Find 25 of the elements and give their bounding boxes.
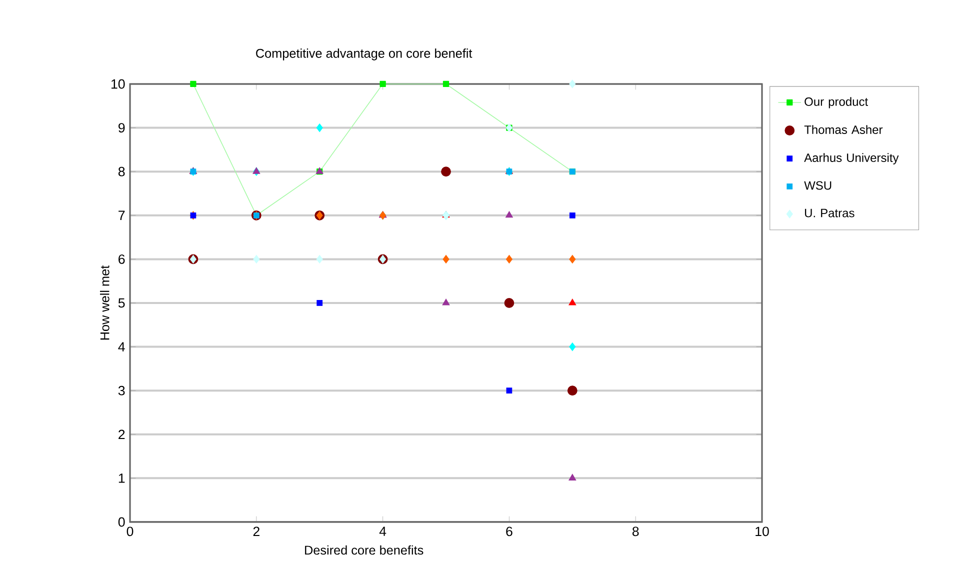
y-tick-label: 4 xyxy=(118,342,125,352)
y-tick-label: 7 xyxy=(118,210,125,220)
y-tick-label: 10 xyxy=(111,79,125,89)
y-tick-label: 5 xyxy=(118,298,125,308)
x-tick-label: 4 xyxy=(379,526,386,536)
x-tick-label: 10 xyxy=(756,526,769,536)
x-tick-label: 0 xyxy=(126,526,134,536)
legend-label: WSU xyxy=(804,181,832,190)
legend-label: Our product xyxy=(804,97,868,108)
y-tick-label: 9 xyxy=(118,123,125,133)
y-tick-label: 6 xyxy=(118,254,125,264)
y-tick-label: 8 xyxy=(118,166,125,176)
x-axis-title: Desired core benefits xyxy=(305,545,424,555)
x-tick-label: 6 xyxy=(506,526,512,536)
legend-label: Aarhus University xyxy=(804,153,899,164)
legend-label: Thomas Asher xyxy=(804,125,883,134)
x-tick-label: 8 xyxy=(632,526,639,536)
y-tick-label: 1 xyxy=(118,474,125,483)
y-axis-title: How well met xyxy=(100,265,110,340)
y-tick-label: 2 xyxy=(118,430,125,440)
legend-label: U. Patras xyxy=(805,208,854,218)
chart-title: Competitive advantage on core benefit xyxy=(256,48,472,60)
x-tick-label: 2 xyxy=(253,526,260,536)
y-tick-label: 0 xyxy=(118,517,125,527)
y-tick-label: 3 xyxy=(118,386,125,396)
